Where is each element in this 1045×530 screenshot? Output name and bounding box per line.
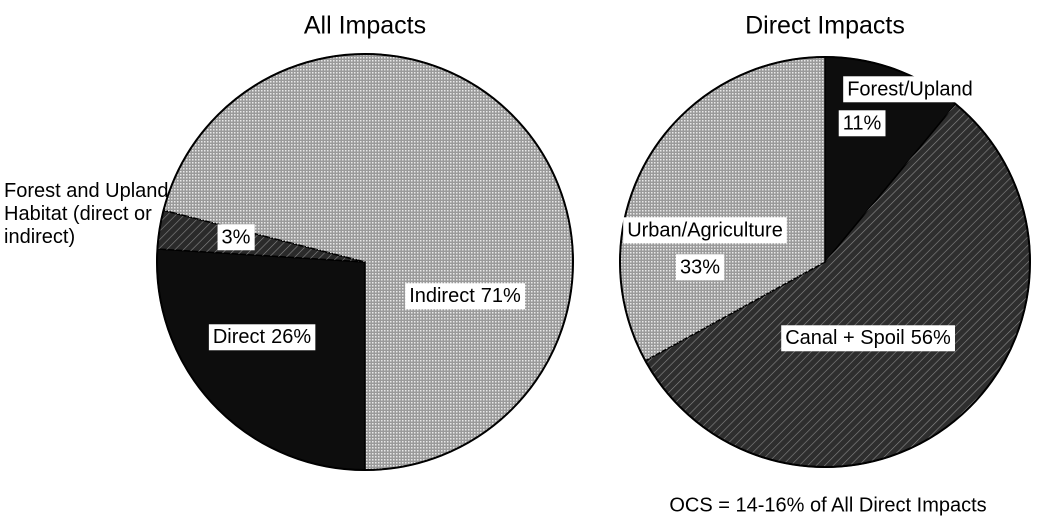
category-label: Urban/Agriculture [627, 219, 783, 241]
category-label: Indirect [409, 285, 475, 307]
category-label: Canal + Spoil [785, 327, 905, 349]
value-label: 11% [843, 112, 882, 134]
slice-label: Urban/Agriculture 33% [623, 217, 787, 281]
label-box [843, 76, 977, 103]
category-label: Forest/Upland [847, 78, 973, 100]
chart-title: Direct Impacts [745, 12, 905, 40]
slice-label: Forest/Upland 11% [838, 76, 977, 137]
slice-label: Indirect 71% [405, 283, 526, 310]
slice-label: Forest and Upland Habitat (direct or ind… [4, 180, 255, 251]
slice-label-text: Direct 26% [213, 326, 311, 348]
category-label: Direct [213, 326, 266, 348]
slice-label: Canal + Spoil 56% [781, 325, 955, 352]
label-box [675, 254, 725, 281]
slice-label-text: Canal + Spoil 56% [785, 327, 951, 349]
value-label: 56% [911, 327, 951, 349]
slice-label-text: Indirect 71% [409, 285, 521, 307]
pie-outline [156, 53, 574, 471]
label-box [405, 283, 526, 310]
chart-title: All Impacts [304, 12, 426, 40]
category-label: Forest and Upland Habitat (direct or ind… [4, 180, 169, 248]
label-box [838, 110, 886, 137]
label-box [208, 324, 316, 351]
value-label: 26% [271, 326, 311, 348]
label-box [217, 224, 255, 251]
label-box [623, 217, 787, 244]
footnote: OCS = 14-16% of All Direct Impacts [669, 494, 986, 516]
value-label: 71% [481, 285, 521, 307]
category-label-block: Forest and Upland Habitat (direct or ind… [4, 180, 169, 248]
value-label: 3% [222, 226, 251, 248]
pie-outline [619, 56, 1031, 468]
value-label: 33% [680, 256, 720, 278]
slice-label: Direct 26% [208, 324, 316, 351]
label-box [781, 325, 955, 352]
